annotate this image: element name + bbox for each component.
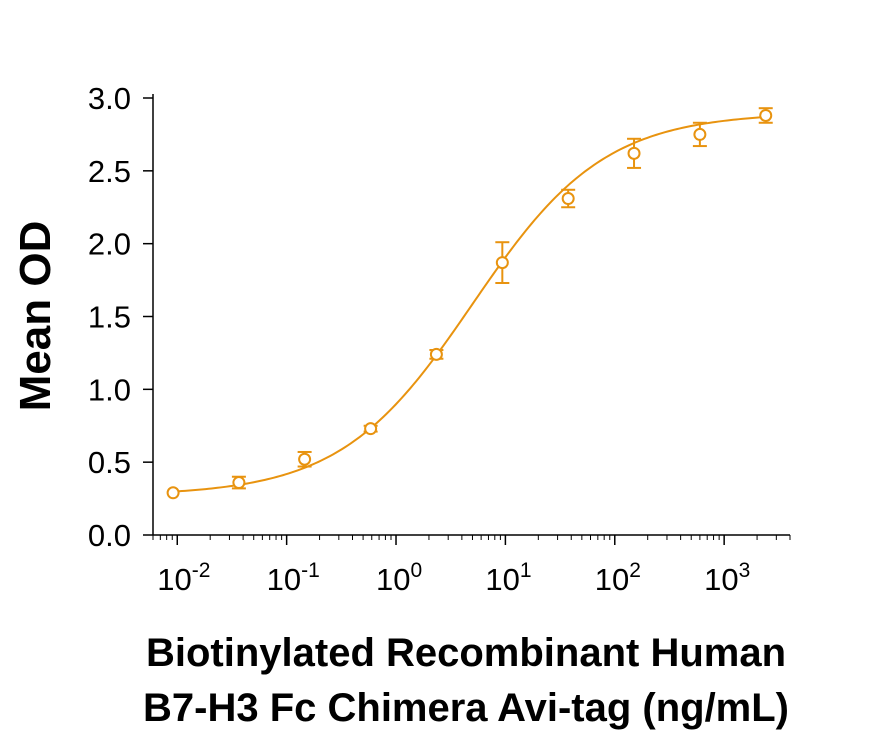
x-tick-label: 100 — [376, 559, 422, 597]
data-point — [364, 422, 378, 436]
data-point — [298, 452, 312, 466]
x-tick-label: 102 — [595, 559, 641, 597]
x-tick-label: 10-2 — [157, 559, 210, 597]
y-tick-label: 0.0 — [88, 518, 131, 553]
x-tick-label: 103 — [704, 559, 750, 597]
x-tick-label: 101 — [485, 559, 531, 597]
data-point — [693, 127, 707, 141]
y-tick-label: 2.5 — [88, 154, 131, 189]
plot-area: 0.0 0.5 1.0 1.5 2.0 2.5 3.0 10-2 10-1 100 101 102 10… — [88, 81, 791, 597]
y-tick-label: 2.0 — [88, 227, 131, 262]
x-tick-label: 10-1 — [267, 559, 320, 597]
data-point — [759, 108, 773, 122]
x-axis-label-line-1: Biotinylated Recombinant Human — [146, 631, 786, 675]
data-point — [561, 192, 575, 206]
x-axis-label-line-2: B7-H3 Fc Chimera Avi-tag (ng/mL) — [143, 686, 789, 730]
data-point — [166, 486, 180, 500]
y-tick-label: 1.0 — [88, 372, 131, 407]
data-point — [429, 347, 443, 361]
y-tick-label: 3.0 — [88, 81, 131, 116]
y-tick-label: 0.5 — [88, 445, 131, 480]
fit-curve — [173, 116, 766, 493]
data-point — [232, 476, 246, 490]
data-point — [627, 146, 641, 160]
y-tick-label: 1.5 — [88, 300, 131, 335]
y-axis-label: Mean OD — [11, 221, 60, 412]
data-point — [495, 256, 509, 270]
